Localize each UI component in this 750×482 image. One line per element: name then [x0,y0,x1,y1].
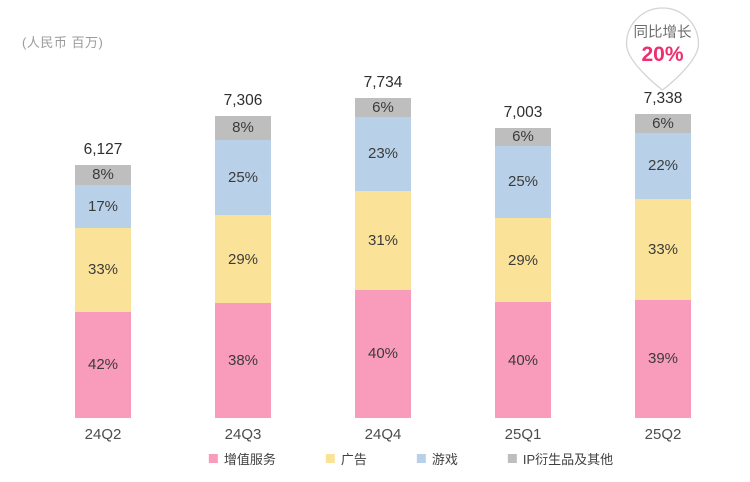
yoy-growth-label: 同比增长 [633,25,692,41]
stacked-bar: 8% 17% 33% 42% [75,164,131,419]
bar-segment-games: 23% [355,117,411,191]
x-axis-label: 24Q4 [364,426,402,443]
bar-segment-advertising: 31% [355,190,411,290]
stacked-bar: 6% 22% 33% 39% [635,114,691,418]
bar-segment-value-added-services: 42% [75,311,131,418]
bar-group-24Q3: 7,306 8% 25% 29% 38% 24Q3 [215,91,271,443]
bar-group-24Q2: 6,127 8% 17% 33% 42% 24Q2 [75,140,131,443]
bar-group-25Q1: 7,003 6% 25% 29% 40% 25Q1 [495,104,551,443]
legend-swatch-icon [208,454,218,463]
x-axis-label: 24Q3 [224,426,262,443]
bar-segment-ip-derivatives-and-others: 8% [215,115,271,140]
bar-segment-advertising: 33% [635,199,691,300]
legend-item-value-added-services: 增值服务 [208,449,276,468]
legend-label: 增值服务 [223,452,276,467]
bar-segment-value-added-services: 40% [355,289,411,418]
bar-segment-value-added-services: 40% [495,302,551,418]
bar-segment-value-added-services: 38% [215,303,271,418]
stacked-bar: 6% 25% 29% 40% [495,128,551,418]
legend-label: 广告 [340,452,367,467]
bar-group-24Q4: 7,734 6% 23% 31% 40% 24Q4 [355,74,411,443]
bar-total-label: 7,338 [643,90,683,108]
bar-segment-advertising: 33% [75,227,131,312]
bar-total-label: 7,003 [503,104,543,122]
bar-total-label: 7,734 [363,74,403,91]
bar-segment-ip-derivatives-and-others: 6% [495,128,551,146]
x-axis-label: 24Q2 [84,426,122,443]
balloon-teardrop-icon [625,7,700,91]
bar-total-label: 7,306 [223,91,263,109]
legend-label: IP衍生品及其他 [522,452,614,467]
bar-segment-advertising: 29% [215,215,271,304]
legend-item-advertising: 广告 [325,449,367,468]
bar-segment-ip-derivatives-and-others: 6% [355,98,411,118]
bar-segment-games: 25% [495,145,551,219]
legend-item-games: 游戏 [416,449,458,468]
bar-segment-value-added-services: 39% [635,299,691,418]
bar-segment-games: 25% [215,139,271,216]
stacked-bar: 8% 25% 29% 38% [215,115,271,418]
bar-group-25Q2: 7,338 6% 22% 33% 39% 25Q2 [635,90,691,443]
bar-segment-games: 22% [635,132,691,200]
legend-label: 游戏 [431,452,458,467]
unit-label: (人民币 百万) [22,35,104,50]
x-axis-label: 25Q1 [504,426,542,443]
yoy-growth-balloon: 同比增长 20% [620,4,705,92]
bar-segment-ip-derivatives-and-others: 8% [75,164,131,185]
legend-swatch-icon [416,454,426,463]
x-axis-label: 25Q2 [644,426,682,443]
bar-total-label: 6,127 [83,140,123,158]
bar-segment-games: 17% [75,184,131,228]
stacked-bar: 6% 23% 31% 40% [355,98,411,418]
legend-swatch-icon [325,454,335,463]
balloon-text: 同比增长 20% [620,21,705,67]
legend-swatch-icon [507,454,517,463]
yoy-growth-value: 20% [641,43,684,66]
legend: 增值服务 广告 游戏 IP衍生品及其他 [208,449,614,468]
legend-item-ip-derivatives-and-others: IP衍生品及其他 [507,449,614,468]
bar-segment-ip-derivatives-and-others: 6% [635,114,691,133]
bar-segment-advertising: 29% [495,218,551,303]
